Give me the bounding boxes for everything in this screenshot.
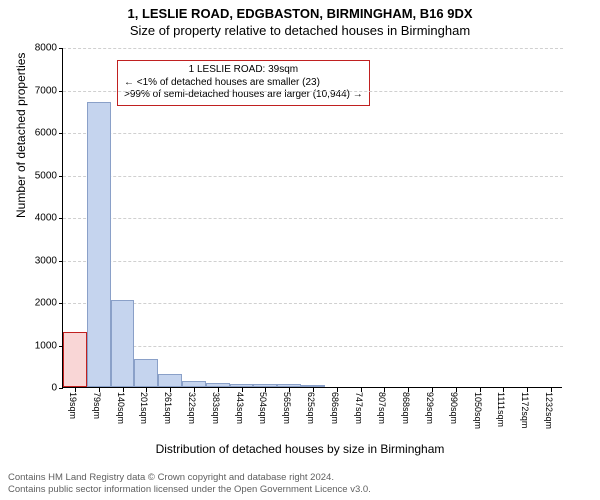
ytick-label: 4000 (17, 213, 57, 224)
xtick-label: 140sqm (116, 392, 126, 424)
ytick-label: 8000 (17, 43, 57, 54)
xtick-label: 504sqm (258, 392, 268, 424)
ytick-label: 1000 (17, 340, 57, 351)
annotation-line1: 1 LESLIE ROAD: 39sqm (124, 64, 363, 77)
xtick-label: 1172sqm (520, 392, 530, 428)
xtick-label: 990sqm (449, 392, 459, 424)
ytick-mark (59, 218, 63, 219)
ytick-mark (59, 133, 63, 134)
footer-line1: Contains HM Land Registry data © Crown c… (8, 472, 371, 484)
xtick-label: 19sqm (68, 392, 78, 419)
xtick-label: 625sqm (306, 392, 316, 424)
ytick-label: 5000 (17, 170, 57, 181)
xtick-label: 201sqm (139, 392, 149, 424)
xtick-label: 565sqm (282, 392, 292, 424)
ytick-label: 2000 (17, 298, 57, 309)
histogram-bar (182, 381, 206, 387)
ytick-label: 0 (17, 383, 57, 394)
histogram-bar (111, 300, 135, 387)
footer-attribution: Contains HM Land Registry data © Crown c… (8, 472, 371, 496)
gridline (63, 261, 563, 262)
xtick-label: 1111sqm (496, 392, 506, 427)
xtick-label: 1232sqm (544, 392, 554, 429)
xtick-label: 868sqm (401, 392, 411, 424)
gridline (63, 91, 563, 92)
chart-area: 1 LESLIE ROAD: 39sqm ← <1% of detached h… (62, 48, 562, 388)
gridline (63, 303, 563, 304)
histogram-bar (230, 384, 254, 387)
xtick-label: 261sqm (163, 392, 173, 424)
gridline (63, 176, 563, 177)
histogram-bar (301, 385, 325, 387)
ytick-mark (59, 261, 63, 262)
ytick-mark (59, 388, 63, 389)
gridline (63, 133, 563, 134)
ytick-mark (59, 303, 63, 304)
x-axis-label: Distribution of detached houses by size … (0, 442, 600, 456)
histogram-bar (134, 359, 158, 387)
histogram-bar (206, 383, 230, 387)
page-title-line2: Size of property relative to detached ho… (0, 21, 600, 38)
ytick-mark (59, 48, 63, 49)
footer-line2: Contains public sector information licen… (8, 484, 371, 496)
ytick-label: 3000 (17, 255, 57, 266)
annotation-box: 1 LESLIE ROAD: 39sqm ← <1% of detached h… (117, 60, 370, 106)
gridline (63, 48, 563, 49)
ytick-label: 6000 (17, 128, 57, 139)
histogram-bar (253, 384, 277, 387)
xtick-label: 747sqm (354, 392, 364, 424)
annotation-line2: ← <1% of detached houses are smaller (23… (124, 77, 363, 90)
xtick-label: 322sqm (187, 392, 197, 424)
page-title-line1: 1, LESLIE ROAD, EDGBASTON, BIRMINGHAM, B… (0, 0, 600, 21)
highlight-bar (63, 332, 87, 387)
xtick-label: 383sqm (211, 392, 221, 424)
xtick-label: 79sqm (92, 392, 102, 419)
ytick-mark (59, 176, 63, 177)
gridline (63, 346, 563, 347)
xtick-label: 807sqm (377, 392, 387, 424)
plot-area: 1 LESLIE ROAD: 39sqm ← <1% of detached h… (62, 48, 562, 388)
xtick-label: 1050sqm (473, 392, 483, 429)
xtick-label: 686sqm (330, 392, 340, 424)
histogram-bar (277, 384, 301, 387)
ytick-mark (59, 91, 63, 92)
xtick-label: 443sqm (235, 392, 245, 424)
histogram-bar (87, 102, 111, 387)
ytick-label: 7000 (17, 85, 57, 96)
histogram-bar (158, 374, 182, 387)
gridline (63, 218, 563, 219)
xtick-label: 929sqm (425, 392, 435, 424)
